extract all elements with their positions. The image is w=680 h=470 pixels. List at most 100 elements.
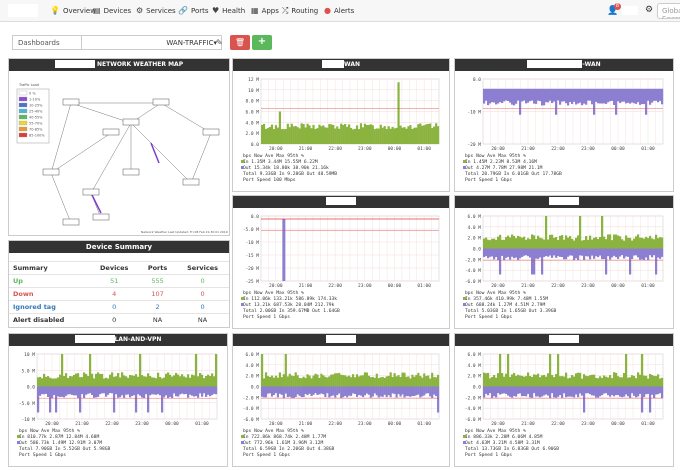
dashboard-select[interactable]: WAN-TRAFFIC▾ bbox=[82, 35, 222, 50]
nav-devices[interactable]: ▤ Devices bbox=[93, 6, 131, 15]
in-bar bbox=[619, 236, 622, 249]
legend-swatch bbox=[18, 114, 28, 120]
legend-label: 0 % bbox=[29, 92, 36, 96]
out-bar bbox=[605, 88, 608, 104]
y-tick-label: 4.0 M bbox=[245, 363, 259, 369]
in-bar bbox=[517, 235, 520, 249]
cell[interactable]: NA bbox=[138, 313, 177, 326]
out-bar bbox=[557, 88, 560, 101]
out-bar bbox=[393, 386, 396, 394]
row-label[interactable]: Ignored tag bbox=[9, 300, 90, 314]
out-bar bbox=[547, 88, 550, 103]
in-bar bbox=[535, 239, 538, 249]
gear-icon[interactable]: ⚙ bbox=[645, 5, 654, 15]
user-icon[interactable]: 👤 bbox=[607, 6, 619, 16]
nav-ports[interactable]: 🔗 Ports bbox=[178, 6, 209, 15]
out-bar bbox=[167, 386, 170, 399]
edit-icon[interactable]: ✎ bbox=[216, 38, 223, 47]
cell[interactable]: 107 bbox=[138, 287, 177, 301]
in-bar bbox=[399, 125, 402, 144]
in-bar bbox=[525, 239, 528, 249]
x-tick-label: 22:00 bbox=[328, 421, 342, 427]
y-tick-label: -4.0 M bbox=[465, 406, 482, 412]
cell[interactable]: 2 bbox=[138, 300, 177, 314]
cell[interactable]: 0 bbox=[176, 287, 229, 301]
in-bar bbox=[583, 374, 586, 387]
out-bar bbox=[389, 386, 392, 398]
row-label[interactable]: Alert disabled bbox=[9, 313, 90, 326]
in-bar bbox=[101, 373, 104, 387]
row-label[interactable]: Down bbox=[9, 287, 90, 301]
nav-routing[interactable]: ⤮ Routing bbox=[282, 6, 318, 16]
out-bar bbox=[49, 386, 52, 413]
nav-label: Ports bbox=[190, 6, 209, 15]
traffic-graph[interactable]: 12 M 10 M 8.0 M 6.0 M 4.0 M 2.0 M 0.0 20:00 21:0… bbox=[235, 73, 447, 189]
in-bar bbox=[621, 239, 624, 249]
out-bar bbox=[318, 386, 321, 395]
nav-alerts[interactable]: ● Alerts bbox=[324, 6, 354, 15]
cell[interactable]: 0 bbox=[89, 313, 139, 326]
out-bar bbox=[631, 386, 634, 394]
out-bar bbox=[189, 386, 192, 395]
cell[interactable]: 4 bbox=[89, 287, 139, 301]
in-bar bbox=[61, 354, 64, 387]
out-bar bbox=[509, 88, 512, 103]
x-tick-label: 21:00 bbox=[299, 283, 313, 289]
traffic-graph[interactable]: 6.0 M 4.0 M 2.0 M 0.0 -2.0 M -4.0 M -6.0 M 20:0… bbox=[235, 348, 447, 464]
in-bar bbox=[537, 373, 540, 387]
traffic-graph[interactable]: 10 M 5.0 M 0.0 -5.0 M -10 M 20:00 21:00 22:00 23… bbox=[11, 348, 225, 464]
in-bar bbox=[326, 377, 329, 387]
out-bar bbox=[211, 386, 214, 396]
in-bar bbox=[334, 373, 337, 387]
in-bar bbox=[369, 124, 372, 144]
out-bar bbox=[43, 386, 46, 395]
nav-services[interactable]: ⚙ Services bbox=[136, 6, 176, 15]
y-tick-label: 2.0 M bbox=[245, 374, 259, 380]
in-bar bbox=[609, 375, 612, 387]
in-bar bbox=[288, 127, 291, 144]
graph-widget-wan: WAN 12 M 10 M 8.0 M 6.0 M 4.0 M 2.0 M 0.0 20:00… bbox=[232, 58, 450, 192]
in-bar bbox=[383, 126, 386, 144]
delete-dashboard-button[interactable]: 🗑 bbox=[230, 35, 250, 50]
in-bar bbox=[649, 373, 652, 387]
cell[interactable]: 0 bbox=[89, 300, 139, 314]
cell[interactable]: 0 bbox=[176, 300, 229, 314]
out-bar bbox=[320, 386, 323, 394]
out-bar bbox=[653, 386, 656, 398]
global-search-input[interactable]: Global Search bbox=[657, 3, 680, 19]
dashboards-label: Dashboards bbox=[12, 35, 82, 50]
traffic-graph[interactable]: 6.0 M 4.0 M 2.0 M 0.0 -2.0 M -4.0 M -6.0 M 20:0… bbox=[457, 210, 671, 326]
cell[interactable]: 51 bbox=[89, 274, 139, 288]
logo[interactable] bbox=[8, 4, 38, 17]
out-bar bbox=[599, 386, 602, 397]
out-bar bbox=[181, 386, 184, 394]
in-swatch bbox=[241, 160, 244, 163]
in-bar bbox=[209, 376, 212, 387]
out-bar bbox=[288, 386, 291, 397]
traffic-graph[interactable]: 0.0 -10 M -20 M 20:00 21:00 22:00 23:00 00:00 01… bbox=[457, 73, 671, 189]
in-bar bbox=[397, 375, 400, 387]
out-bar bbox=[292, 386, 295, 398]
y-tick-label: 10 M bbox=[24, 352, 35, 358]
in-bar bbox=[270, 375, 274, 387]
traffic-graph[interactable]: 6.0 M 4.0 M 2.0 M 0.0 -2.0 M -4.0 M -6.0 M 20:0… bbox=[457, 348, 671, 464]
x-tick-label: 23:00 bbox=[581, 421, 595, 427]
user-name[interactable] bbox=[622, 6, 638, 15]
y-tick-label: 6.0 M bbox=[245, 352, 259, 358]
add-widget-button[interactable]: + bbox=[252, 35, 272, 50]
cell[interactable]: NA bbox=[176, 313, 229, 326]
out-bar bbox=[653, 248, 656, 256]
nav-overview[interactable]: 💡 Overview bbox=[50, 6, 96, 15]
y-tick-label: -5.0 M bbox=[19, 401, 36, 407]
out-bar bbox=[563, 248, 566, 260]
out-bar bbox=[529, 248, 532, 258]
traffic-graph[interactable]: 0.0 -5.0 M -10 M -15 M -20 M -25 M 20:00 21:00 2… bbox=[235, 210, 447, 326]
cell[interactable]: 555 bbox=[138, 274, 177, 288]
row-label[interactable]: Up bbox=[9, 274, 90, 288]
nav-apps[interactable]: ▦ Apps bbox=[251, 6, 279, 15]
nav-health[interactable]: ♥ Health bbox=[212, 6, 245, 15]
out-bar bbox=[609, 88, 612, 102]
in-bar bbox=[312, 124, 315, 144]
out-bar bbox=[513, 248, 516, 259]
cell[interactable]: 0 bbox=[176, 274, 229, 288]
